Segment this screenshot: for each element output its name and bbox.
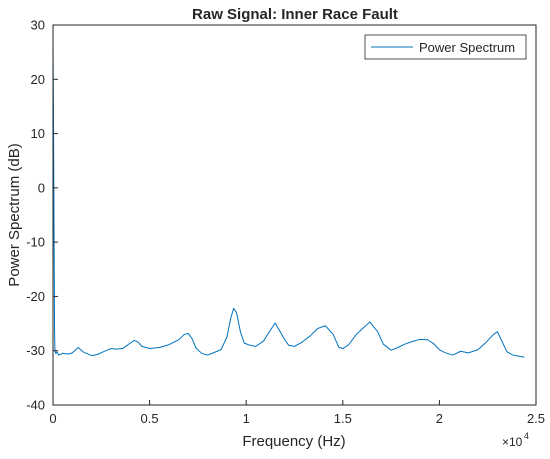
x-tick-labels: 0 0.5 1 1.5 2 2.5 xyxy=(49,411,545,426)
x-axis-exponent-base: ×10 xyxy=(502,435,523,449)
y-tick-labels: -40 -30 -20 -10 0 10 20 30 xyxy=(26,18,45,413)
series-layer xyxy=(52,41,525,358)
y-tick-label: 0 xyxy=(38,180,45,195)
x-axis-exponent-power: 4 xyxy=(524,431,529,441)
plot-area xyxy=(52,24,537,406)
y-tick-label: -30 xyxy=(26,343,45,358)
plot-area-background xyxy=(53,25,536,405)
x-axis-label: Frequency (Hz) xyxy=(242,433,345,450)
y-tick-label: 10 xyxy=(31,126,45,141)
y-tick-label: -40 xyxy=(26,398,45,413)
y-tick-label: -10 xyxy=(26,235,45,250)
x-tick-label: 1 xyxy=(243,411,250,426)
x-tick-label: 1.5 xyxy=(334,411,352,426)
y-axis-label: Power Spectrum (dB) xyxy=(6,143,23,286)
y-tick-label: 20 xyxy=(31,72,45,87)
axes-box xyxy=(52,24,537,406)
y-tick-label: -20 xyxy=(26,289,45,304)
x-tick-label: 2.5 xyxy=(527,411,545,426)
legend-label: Power Spectrum xyxy=(419,40,515,55)
series-line-power-spectrum xyxy=(52,41,525,358)
x-axis-exponent: ×10 4 xyxy=(502,431,529,449)
x-tick-label: 0 xyxy=(49,411,56,426)
chart-title: Raw Signal: Inner Race Fault xyxy=(192,6,398,23)
legend: Power Spectrum xyxy=(364,34,527,60)
x-tick-label: 0.5 xyxy=(141,411,159,426)
x-tick-label: 2 xyxy=(436,411,443,426)
y-tick-label: 30 xyxy=(31,18,45,33)
